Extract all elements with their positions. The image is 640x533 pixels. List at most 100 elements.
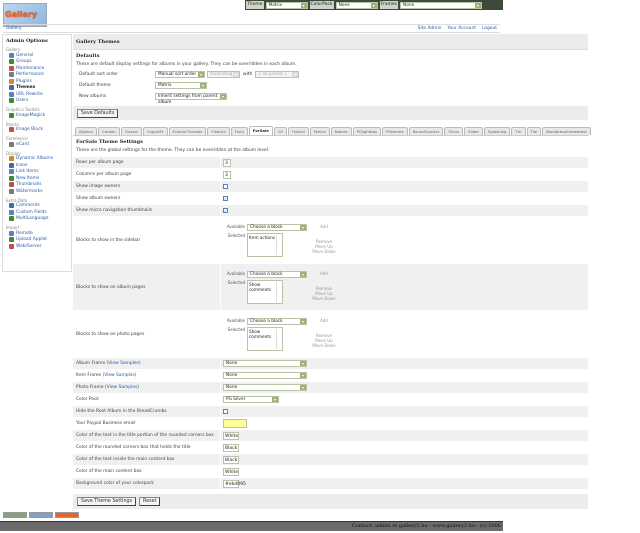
powered-by-badge-icon[interactable] xyxy=(29,512,53,518)
remove-block-button[interactable]: Remove xyxy=(315,332,333,338)
hide-root-checkbox[interactable] xyxy=(223,409,228,414)
tab-wordpressembedded[interactable]: WordpressEmbedded xyxy=(542,127,591,135)
selected-blocks-list[interactable]: Show comments xyxy=(247,326,283,351)
your-account-link[interactable]: Your Account xyxy=(447,26,476,31)
sidebar-item-url-rewrite[interactable]: URL Rewrite xyxy=(6,91,68,98)
photo-frame-select[interactable]: None xyxy=(223,384,307,391)
sidebar-item-web-server[interactable]: Web/Server xyxy=(6,243,68,250)
sidebar-item-comments[interactable]: Comments xyxy=(6,203,68,210)
new-albums-select[interactable]: Inherit settings from parent album xyxy=(155,93,227,105)
tab-pglightbox[interactable]: PGlightbox xyxy=(352,127,382,135)
tab-tile[interactable]: Tile xyxy=(526,127,542,135)
sidebar-item-imagemagick[interactable]: ImageMagick xyxy=(6,112,68,119)
sidebar-item-image-block[interactable]: Image Block xyxy=(6,127,68,134)
move-up-button[interactable]: Move Up xyxy=(315,243,333,249)
add-block-button[interactable]: Add xyxy=(320,223,328,229)
tab-tm[interactable]: Tm xyxy=(511,127,526,135)
tab-siriux[interactable]: Siriux xyxy=(444,127,464,135)
sidebar-item-ecard[interactable]: eCard xyxy=(6,141,68,148)
sidebar-item-custom-fields[interactable]: Custom Fields xyxy=(6,209,68,216)
tab-nature[interactable]: Nature xyxy=(330,127,352,135)
sidebar-item-dynamic-albums[interactable]: Dynamic Albums xyxy=(6,156,68,163)
tab-carbon[interactable]: Carbon xyxy=(98,127,120,135)
sidebar-item-watermarks[interactable]: Watermarks xyxy=(6,188,68,195)
bg-color-input[interactable]: #ebd095 xyxy=(223,479,246,488)
move-down-button[interactable]: Move Down xyxy=(312,295,336,301)
gallery-logo[interactable]: Gallery xyxy=(3,3,47,27)
tab-eclecticthreads[interactable]: EclecticThreads xyxy=(168,127,207,135)
sidebar-item-maintenance[interactable]: Maintenance xyxy=(6,65,68,72)
rows-input[interactable]: 3 xyxy=(223,158,231,167)
item-frame-view-samples-link[interactable]: View Samples xyxy=(104,373,135,378)
selected-block-item[interactable]: Show comments xyxy=(249,281,272,292)
sidebar-item-thumbnails[interactable]: Thumbnails xyxy=(6,182,68,189)
tab-fluid[interactable]: Fluid xyxy=(230,127,248,135)
selected-block-item[interactable]: Item actions xyxy=(249,234,275,240)
tab-floatrix[interactable]: Floatrix xyxy=(207,127,230,135)
paypal-email-input[interactable] xyxy=(223,419,247,428)
album-owners-checkbox[interactable]: ✓ xyxy=(223,196,228,201)
selected-blocks-list[interactable]: Show comments xyxy=(247,279,283,304)
micro-nav-checkbox[interactable]: ✓ xyxy=(223,208,228,213)
tab-slider[interactable]: Slider xyxy=(464,127,483,135)
sidebar-item-groups[interactable]: Groups xyxy=(6,59,68,66)
move-down-button[interactable]: Move Down xyxy=(312,248,336,254)
tab-pgtheme[interactable]: PGtheme xyxy=(382,127,408,135)
tab-matrix[interactable]: Matrix xyxy=(309,127,330,135)
available-block-select[interactable]: Choose a block xyxy=(247,270,307,278)
tab-ajaxian[interactable]: Ajaxian xyxy=(75,127,98,135)
tab-copyleft[interactable]: CopyleFt xyxy=(142,127,168,135)
reset-button[interactable]: Reset xyxy=(139,497,161,506)
default-theme-select[interactable]: Matrix xyxy=(155,82,207,89)
logout-link[interactable]: Logout xyxy=(481,26,497,31)
tab-classic[interactable]: Classic xyxy=(120,127,142,135)
move-down-button[interactable]: Move Down xyxy=(312,342,336,348)
site-admin-link[interactable]: Site Admin xyxy=(417,26,442,31)
image-owners-checkbox[interactable] xyxy=(223,184,228,189)
tab-splashing[interactable]: Splashing xyxy=(484,127,511,135)
save-defaults-button[interactable]: Save Defaults xyxy=(77,108,119,118)
item-frame-select[interactable]: None xyxy=(223,372,307,379)
sidebar-item-upload-applet[interactable]: Upload Applet xyxy=(6,237,68,244)
add-block-button[interactable]: Add xyxy=(320,270,328,276)
tab-hybrid[interactable]: Hybrid xyxy=(288,127,309,135)
sidebar-item-remote[interactable]: Remote xyxy=(6,230,68,237)
theme-select[interactable]: Matrix xyxy=(265,1,308,9)
add-block-button[interactable]: Add xyxy=(320,317,328,323)
selected-block-item[interactable]: Show comments xyxy=(249,328,272,339)
move-up-button[interactable]: Move Up xyxy=(315,337,333,343)
breadcrumb-gallery[interactable]: Gallery xyxy=(6,26,22,31)
sidebar-item-users[interactable]: Users xyxy=(6,98,68,105)
xhtml-badge-icon[interactable] xyxy=(3,512,27,518)
available-block-select[interactable]: Choose a block xyxy=(247,223,307,231)
tab-g2[interactable]: G2 xyxy=(273,127,288,135)
preset-select[interactable]: « no preset » xyxy=(255,71,300,78)
move-up-button[interactable]: Move Up xyxy=(315,290,333,296)
remove-block-button[interactable]: Remove xyxy=(315,285,333,291)
sidebar-item-performance[interactable]: Performance xyxy=(6,72,68,79)
tab-forsale[interactable]: ForSale xyxy=(248,126,273,135)
available-block-select[interactable]: Choose a block xyxy=(247,317,307,325)
save-theme-settings-button[interactable]: Save Theme Settings xyxy=(77,497,137,506)
sidebar-item-link-items[interactable]: Link Items xyxy=(6,169,68,176)
photo-frame-view-samples-link[interactable]: View Samples xyxy=(106,385,138,390)
colorpack-select[interactable]: None xyxy=(335,1,378,9)
sort-direction-select[interactable]: Ascending xyxy=(207,71,240,78)
main-box-color-input[interactable]: White xyxy=(223,467,239,476)
tab-roundcorners[interactable]: RoundCorners xyxy=(408,127,444,135)
title-text-color-input[interactable]: White xyxy=(223,431,239,440)
album-frame-view-samples-link[interactable]: View Samples xyxy=(108,361,139,366)
rounded-box-color-input[interactable]: Black xyxy=(223,443,239,452)
main-text-color-input[interactable]: Black xyxy=(223,455,239,464)
color-pack-select[interactable]: PG Silver xyxy=(223,396,279,403)
sidebar-item-new-items[interactable]: New Items xyxy=(6,175,68,182)
sidebar-item-plugins[interactable]: Plugins xyxy=(6,78,68,85)
sort-order-select[interactable]: Manual sort order xyxy=(155,71,205,78)
sidebar-item-themes[interactable]: Themes xyxy=(6,85,68,92)
selected-blocks-list[interactable]: Item actions xyxy=(247,232,283,257)
sidebar-item-general[interactable]: General xyxy=(6,52,68,59)
rss-badge-icon[interactable] xyxy=(55,512,79,518)
remove-block-button[interactable]: Remove xyxy=(315,238,333,244)
album-frame-select[interactable]: None xyxy=(223,360,307,367)
frames-select[interactable]: None xyxy=(400,1,483,9)
